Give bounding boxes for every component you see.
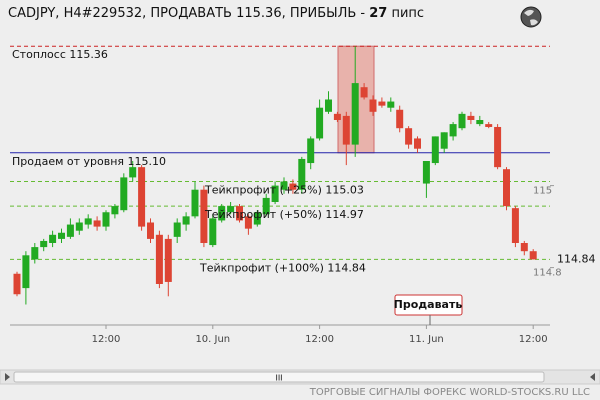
candle-body — [458, 113, 466, 129]
y-tick-label: 114.8 — [533, 268, 562, 279]
candle-body — [289, 183, 297, 190]
candle-body — [280, 181, 288, 190]
candle-body — [325, 99, 332, 112]
candle-body — [147, 222, 154, 239]
price-marker: 114.84 — [557, 252, 596, 265]
candle-body — [253, 212, 261, 225]
title-text: CADJPY, H4#229532, ПРОДАВАТЬ 115.36, ПРИ… — [8, 6, 369, 21]
candle-body — [236, 206, 243, 221]
candle-body — [431, 136, 439, 164]
candle-body — [93, 220, 101, 227]
level-label: Тейкпрофит (+50%) 114.97 — [204, 208, 364, 221]
candle-body — [529, 251, 537, 260]
candle-body — [396, 109, 404, 129]
footer: ТОРГОВЫЕ СИГНАЛЫ ФОРЕКС WORLD-STOCKS.RU … — [309, 387, 590, 398]
profit-unit: пипс — [391, 6, 424, 21]
x-tick-label: 12:00 — [305, 334, 334, 345]
candle-body — [58, 232, 65, 239]
candle-body — [342, 115, 350, 145]
candle-body — [298, 158, 306, 190]
candle-body — [262, 197, 270, 215]
candle-body — [227, 206, 235, 213]
scroll-grip: III — [275, 374, 282, 383]
button-box[interactable] — [394, 294, 463, 316]
candle-body — [271, 185, 279, 202]
level-label: Стоплосс 115.36 — [12, 48, 108, 61]
candle-body — [200, 189, 208, 243]
button-label[interactable]: Продавать — [394, 298, 463, 311]
candle-body — [467, 115, 475, 120]
candle-body — [476, 120, 484, 125]
candle-body — [102, 212, 110, 227]
candle-body — [333, 113, 341, 120]
candle-body — [503, 169, 510, 207]
level-label: Тейкпрофит (+25%) 115.03 — [204, 184, 364, 197]
sell-button[interactable]: Продавать — [394, 294, 463, 316]
candle-body — [387, 101, 395, 108]
candle-body — [182, 216, 190, 225]
candle-body — [414, 138, 421, 149]
x-tick-label: 11. Jun — [409, 334, 444, 345]
candle-body — [40, 240, 48, 248]
candle-body — [244, 216, 252, 229]
candle-body — [155, 234, 163, 284]
scrollbar[interactable]: III — [0, 369, 600, 385]
candle-body — [164, 238, 172, 282]
candle-body — [66, 224, 74, 237]
candle-body — [120, 177, 128, 211]
candle-body — [209, 218, 217, 246]
candle-body — [75, 222, 83, 231]
chart-title: CADJPY, H4#229532, ПРОДАВАТЬ 115.36, ПРИ… — [8, 6, 424, 21]
x-tick-label: 10. Jun — [195, 334, 230, 345]
y-tick-label: 115 — [533, 186, 552, 197]
candle-body — [129, 167, 137, 178]
candle-body — [49, 234, 57, 243]
candle-body — [511, 208, 519, 243]
candle-body — [138, 167, 146, 227]
candle-body — [111, 206, 119, 215]
candle-body — [422, 161, 430, 184]
candle-body — [307, 138, 315, 164]
candle-body — [191, 189, 199, 217]
candle-body — [494, 126, 502, 168]
globe-icon[interactable] — [520, 6, 542, 28]
candle-body — [520, 243, 528, 252]
level-label: Продаем от уровня 115.10 — [12, 155, 166, 168]
level-label: Тейкпрофит (+100%) 114.84 — [199, 261, 366, 274]
candle-body — [13, 273, 21, 295]
candle-body — [173, 222, 181, 237]
candle-body — [31, 247, 39, 260]
x-tick-label: 12:00 — [92, 334, 121, 345]
candle-body — [22, 255, 30, 289]
candle-body — [485, 124, 493, 127]
candle-body — [84, 218, 92, 225]
candle-body — [440, 132, 448, 149]
candle-body — [449, 124, 457, 137]
candle-body — [360, 87, 368, 98]
candle-body — [405, 128, 413, 145]
candle-body — [351, 83, 359, 145]
profit-value: 27 — [369, 6, 387, 21]
candle-body — [369, 99, 377, 112]
candle-body — [378, 101, 386, 106]
candle-body — [316, 107, 324, 139]
candle-body — [218, 206, 226, 221]
x-tick-label: 12:00 — [519, 334, 548, 345]
